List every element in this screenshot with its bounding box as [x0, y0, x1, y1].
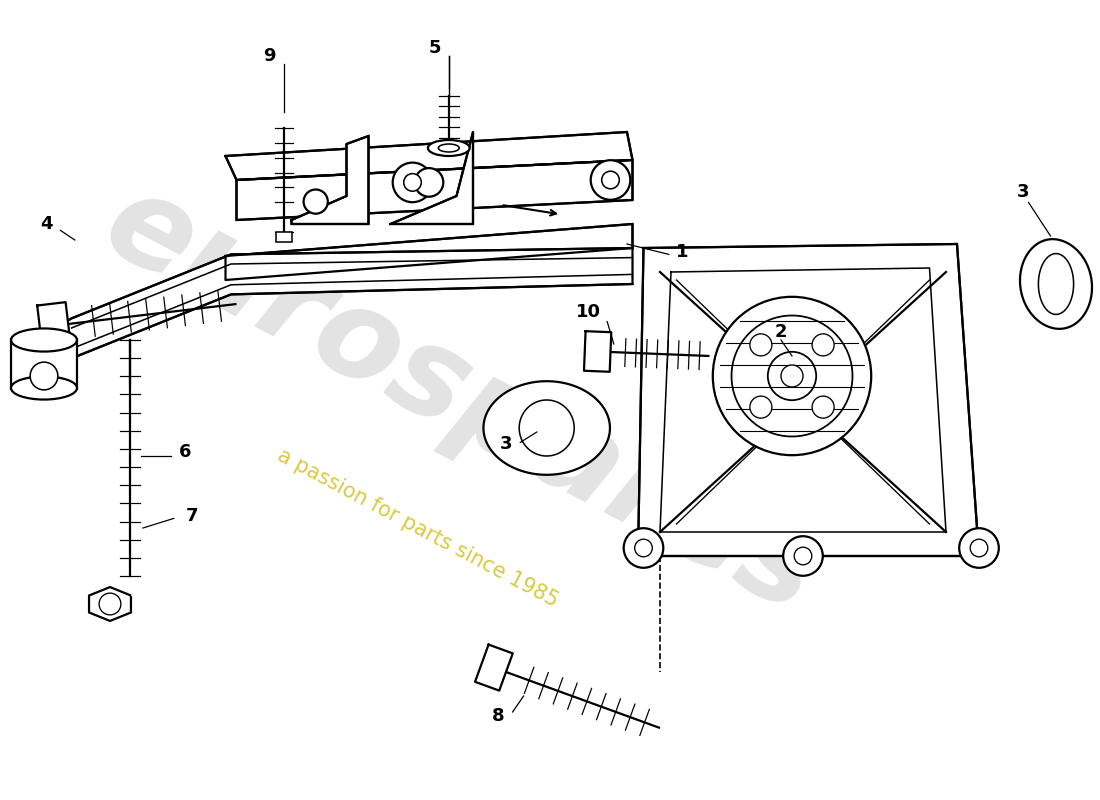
- Circle shape: [624, 528, 663, 568]
- Text: 8: 8: [492, 707, 505, 725]
- Polygon shape: [475, 645, 513, 690]
- Polygon shape: [390, 132, 473, 224]
- Text: 2: 2: [774, 323, 788, 341]
- Polygon shape: [638, 244, 979, 556]
- Text: a passion for parts since 1985: a passion for parts since 1985: [274, 446, 562, 610]
- Circle shape: [768, 352, 816, 400]
- Circle shape: [99, 593, 121, 615]
- Circle shape: [602, 171, 619, 189]
- Polygon shape: [226, 132, 632, 180]
- Text: 1: 1: [675, 243, 689, 261]
- Ellipse shape: [438, 144, 460, 152]
- Circle shape: [781, 365, 803, 387]
- Circle shape: [732, 315, 852, 437]
- Circle shape: [404, 174, 421, 191]
- Circle shape: [750, 396, 772, 418]
- Text: eurospares: eurospares: [85, 161, 839, 639]
- Text: 9: 9: [263, 47, 276, 65]
- Polygon shape: [236, 160, 632, 220]
- Circle shape: [635, 539, 652, 557]
- Circle shape: [393, 162, 432, 202]
- Polygon shape: [1038, 254, 1074, 314]
- Polygon shape: [519, 400, 574, 456]
- Polygon shape: [226, 224, 632, 280]
- Polygon shape: [292, 136, 368, 224]
- Circle shape: [812, 334, 834, 356]
- Ellipse shape: [11, 377, 77, 399]
- Bar: [276, 232, 292, 242]
- Polygon shape: [37, 302, 70, 350]
- Polygon shape: [1020, 239, 1092, 329]
- Circle shape: [750, 334, 772, 356]
- Circle shape: [783, 536, 823, 576]
- Text: 5: 5: [428, 39, 441, 57]
- Text: 10: 10: [576, 303, 601, 321]
- Circle shape: [591, 160, 630, 200]
- Ellipse shape: [428, 140, 470, 156]
- Circle shape: [713, 297, 871, 455]
- Circle shape: [794, 547, 812, 565]
- Circle shape: [415, 168, 443, 197]
- Bar: [11, 340, 77, 388]
- Ellipse shape: [11, 329, 77, 351]
- Text: 3: 3: [1016, 183, 1030, 201]
- Text: 6: 6: [178, 443, 191, 461]
- Text: 4: 4: [40, 215, 53, 233]
- Circle shape: [959, 528, 999, 568]
- Text: 7: 7: [186, 507, 199, 525]
- Polygon shape: [89, 587, 131, 621]
- Polygon shape: [28, 248, 632, 384]
- Circle shape: [970, 539, 988, 557]
- Circle shape: [304, 190, 328, 214]
- Circle shape: [812, 396, 834, 418]
- Circle shape: [30, 362, 58, 390]
- Polygon shape: [584, 331, 612, 372]
- Polygon shape: [484, 382, 609, 474]
- Text: 3: 3: [499, 435, 513, 453]
